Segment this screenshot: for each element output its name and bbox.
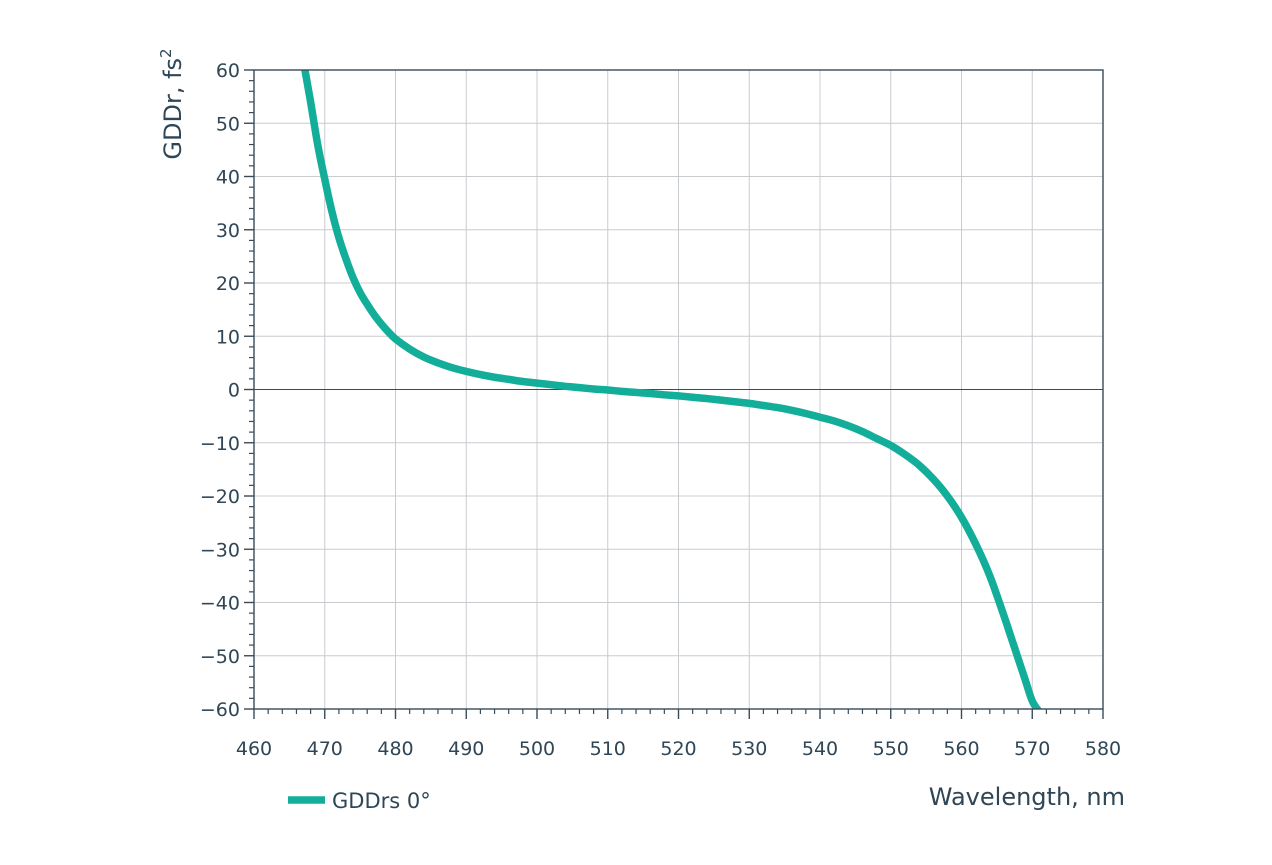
x-tick-label: 580 (1085, 738, 1121, 760)
y-tick-label: −20 (200, 486, 240, 508)
y-tick-label: 10 (216, 326, 240, 348)
x-tick-label: 530 (731, 738, 767, 760)
x-tick-label: 490 (448, 738, 484, 760)
y-axis-title-text: GDDr, fs (159, 58, 187, 160)
x-tick-label: 560 (943, 738, 979, 760)
x-tick-label: 570 (1014, 738, 1050, 760)
y-tick-label: −50 (200, 646, 240, 668)
x-tick-label: 470 (307, 738, 343, 760)
legend: GDDrs 0° (288, 789, 431, 813)
axis-ticks (244, 69, 1104, 719)
x-tick-label: 550 (873, 738, 909, 760)
x-tick-label: 500 (519, 738, 555, 760)
y-tick-label: 0 (228, 380, 240, 402)
y-tick-label: 60 (216, 60, 240, 82)
grid-lines (254, 70, 1103, 709)
x-tick-label: 520 (660, 738, 696, 760)
y-tick-label: −60 (200, 699, 240, 721)
x-tick-label: 460 (236, 738, 272, 760)
tick-labels: 460 470 480 490 500 510 520 530 540 550 560 570 5806… (200, 60, 1121, 760)
x-tick-label: 510 (590, 738, 626, 760)
series-layer (301, 70, 1043, 709)
y-tick-label: 20 (216, 273, 240, 295)
series-line (301, 70, 1043, 709)
y-tick-label: 50 (216, 113, 240, 135)
y-axis-title: GDDr, fs2 (157, 48, 187, 159)
y-tick-label: −40 (200, 593, 240, 615)
x-tick-label: 540 (802, 738, 838, 760)
y-tick-label: 40 (216, 167, 240, 189)
x-axis-title: Wavelength, nm (929, 783, 1125, 811)
y-tick-label: 30 (216, 220, 240, 242)
legend-label: GDDrs 0° (332, 789, 431, 813)
y-tick-label: −10 (200, 433, 240, 455)
x-tick-label: 480 (377, 738, 413, 760)
y-axis-title-superscript: 2 (157, 48, 175, 58)
y-tick-label: −30 (200, 539, 240, 561)
